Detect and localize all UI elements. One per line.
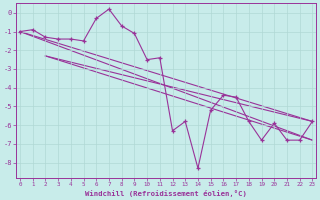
- X-axis label: Windchill (Refroidissement éolien,°C): Windchill (Refroidissement éolien,°C): [85, 190, 247, 197]
